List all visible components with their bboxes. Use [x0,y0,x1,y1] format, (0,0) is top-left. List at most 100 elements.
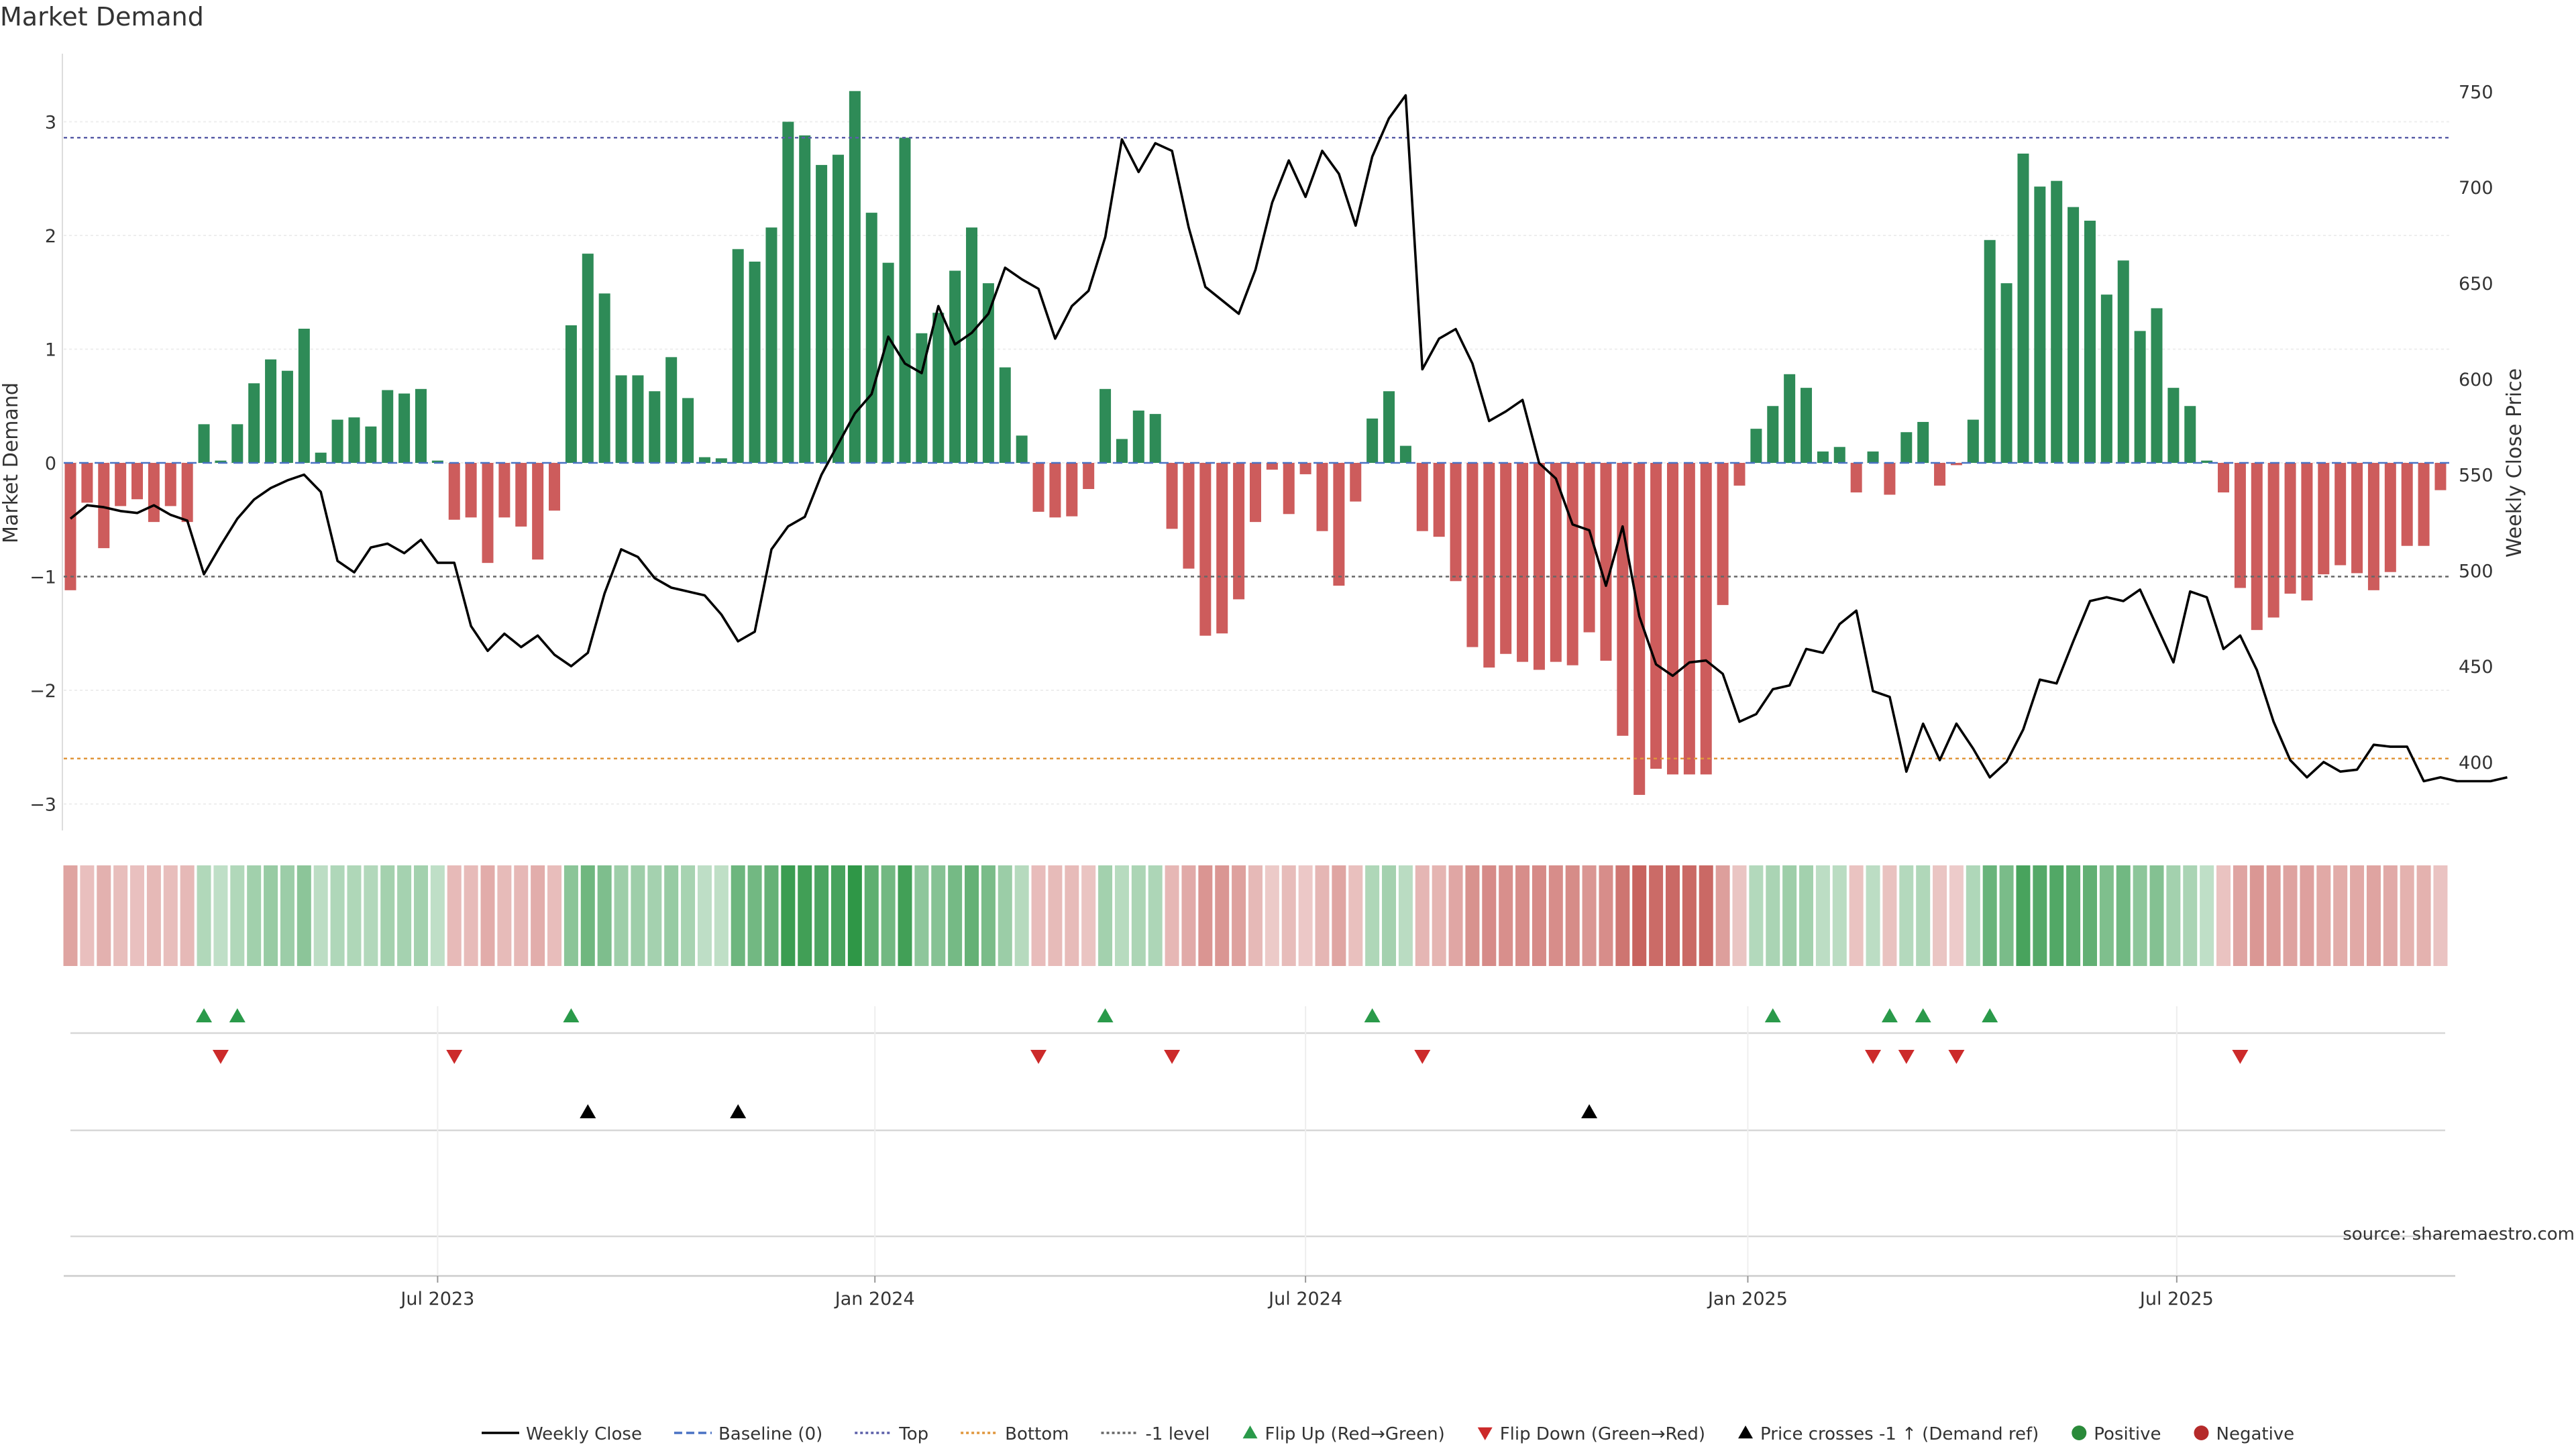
heat-cell [1682,865,1697,966]
heat-cell [1031,865,1046,966]
heat-cell [63,865,78,966]
heat-cell [2183,865,2198,966]
demand-bar [1199,463,1212,636]
demand-bar [1833,447,1845,463]
demand-bar [198,424,210,463]
heat-cell [97,865,111,966]
demand-bar [1066,463,1078,517]
flip-down-marker [1414,1050,1431,1064]
legend-swatch [2194,1426,2209,1440]
demand-bar [832,154,844,463]
heat-cell [1448,865,1463,966]
heat-cell [113,865,128,966]
demand-bar [1283,463,1295,515]
heat-cell [1832,865,1847,966]
demand-bar [865,213,877,463]
y2-tick-label: 600 [2459,370,2493,390]
flip-up-marker [1915,1008,1931,1022]
demand-bar [348,417,360,463]
heat-cell [1315,865,1330,966]
heat-cell [2082,865,2097,966]
heat-cell [2166,865,2181,966]
y2-tick-label: 650 [2459,274,2493,294]
heat-cell [1098,865,1113,966]
heat-cell [731,865,745,966]
y-tick-label: 0 [45,453,56,474]
heat-cell [1615,865,1630,966]
demand-bar [2184,406,2196,463]
legend-label: Negative [2216,1424,2295,1444]
demand-bar [2134,331,2146,463]
heat-cell [1799,865,1814,966]
heat-cell [1232,865,1246,966]
x-tick-label: Jul 2023 [399,1289,474,1309]
y-tick-label: −2 [30,681,56,702]
y-axis-left: −3 −2 −1 0 1 2 3 [30,113,56,816]
legend-item: Weekly Close [482,1424,642,1444]
demand-bar [1316,463,1328,531]
demand-bar [932,313,945,463]
legend-item: Negative [2194,1424,2295,1444]
heat-cell [1532,865,1546,966]
demand-bar [1750,429,1762,463]
demand-bar [1249,463,1261,523]
demand-bar [331,419,343,463]
source-note: source: sharemaestro.com [2343,1224,2575,1244]
heat-cell [847,865,862,966]
legend-label: Baseline (0) [718,1424,822,1444]
y-tick-label: −1 [30,568,56,588]
flip-up-marker [563,1008,580,1022]
heat-cell [2350,865,2365,966]
demand-bar [982,283,994,463]
y-tick-label: −3 [30,795,56,816]
heat-cell [213,865,228,966]
demand-bar [148,463,160,523]
demand-bar [1299,463,1311,474]
y-axis-label-right-text: Weekly Close Price [2503,368,2526,557]
demand-bar [1666,463,1678,775]
heat-cell [597,865,612,966]
demand-bar [1566,463,1578,665]
heat-cell [1215,865,1230,966]
demand-bar [1233,463,1245,600]
demand-bar [131,463,144,500]
y-axis-label-left: Market Demand [0,382,23,543]
y2-tick-label: 550 [2459,466,2493,486]
price-cross-marker [1581,1104,1598,1118]
heat-cell [130,865,145,966]
heat-cell [280,865,294,966]
demand-bar [2318,463,2330,575]
legend-item: Price crosses -1 ↑ (Demand ref) [1738,1424,2039,1444]
flip-up-marker [1764,1008,1781,1022]
demand-bar [1132,411,1144,463]
demand-bar [665,357,678,463]
heat-cell [1415,865,1430,966]
demand-bar [1533,463,1545,670]
demand-bar [1817,451,1829,463]
heat-cell [430,865,445,966]
legend-label: Weekly Close [526,1424,642,1444]
heat-cell [364,865,378,966]
heat-cell [1949,865,1964,966]
demand-bar [2267,463,2279,618]
demand-bar [1350,463,1362,502]
demand-bar [649,391,661,463]
demand-bar [465,463,477,518]
y-axis-right: 400 450 500 550 600 650 700 750 [2459,82,2493,773]
heat-cell [1982,865,1997,966]
heat-cell [1782,865,1797,966]
heat-cell [914,865,929,966]
y-tick-label: 2 [45,226,56,247]
heat-cell [2249,865,2264,966]
heat-cell [1665,865,1680,966]
heat-cell [781,865,796,966]
heat-cell [480,865,495,966]
heat-cell [1766,865,1780,966]
legend-label: Price crosses -1 ↑ (Demand ref) [1760,1424,2039,1444]
demand-bar [64,463,76,590]
y2-tick-label: 450 [2459,657,2493,678]
demand-bar [1717,463,1729,605]
flip-up-marker [1364,1008,1381,1022]
demand-bar [1166,463,1178,529]
